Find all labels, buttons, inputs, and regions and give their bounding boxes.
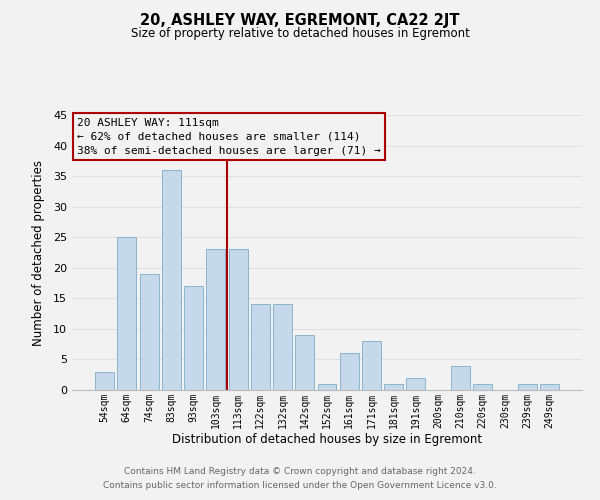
Bar xyxy=(540,384,559,390)
Bar xyxy=(162,170,181,390)
Bar xyxy=(340,354,359,390)
Bar xyxy=(206,250,225,390)
Bar xyxy=(451,366,470,390)
Bar xyxy=(140,274,158,390)
Bar xyxy=(273,304,292,390)
Text: Contains HM Land Registry data © Crown copyright and database right 2024.: Contains HM Land Registry data © Crown c… xyxy=(124,467,476,476)
Bar xyxy=(317,384,337,390)
Text: Size of property relative to detached houses in Egremont: Size of property relative to detached ho… xyxy=(131,28,469,40)
Y-axis label: Number of detached properties: Number of detached properties xyxy=(32,160,44,346)
Bar xyxy=(362,341,381,390)
Text: Distribution of detached houses by size in Egremont: Distribution of detached houses by size … xyxy=(172,432,482,446)
Bar xyxy=(473,384,492,390)
Bar xyxy=(229,250,248,390)
Bar xyxy=(295,335,314,390)
Text: 20 ASHLEY WAY: 111sqm
← 62% of detached houses are smaller (114)
38% of semi-det: 20 ASHLEY WAY: 111sqm ← 62% of detached … xyxy=(77,118,381,156)
Bar xyxy=(95,372,114,390)
Bar xyxy=(384,384,403,390)
Bar xyxy=(518,384,536,390)
Text: Contains public sector information licensed under the Open Government Licence v3: Contains public sector information licen… xyxy=(103,481,497,490)
Bar xyxy=(251,304,270,390)
Bar xyxy=(406,378,425,390)
Bar xyxy=(184,286,203,390)
Text: 20, ASHLEY WAY, EGREMONT, CA22 2JT: 20, ASHLEY WAY, EGREMONT, CA22 2JT xyxy=(140,12,460,28)
Bar xyxy=(118,237,136,390)
